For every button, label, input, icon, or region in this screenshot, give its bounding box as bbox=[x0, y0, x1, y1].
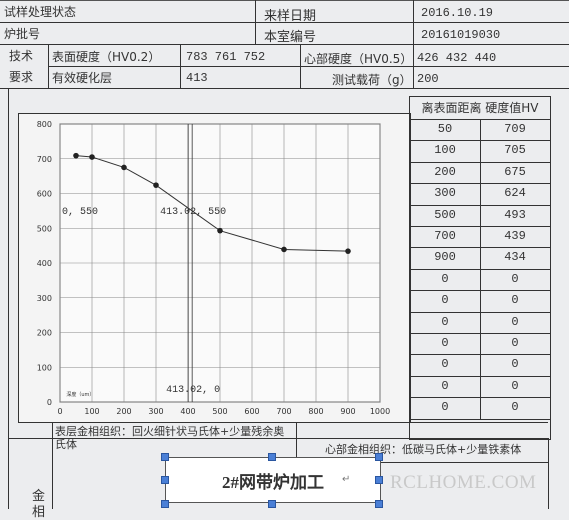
table-cell-distance: 0 bbox=[441, 293, 449, 308]
table-cell-distance: 200 bbox=[434, 164, 456, 179]
resize-handle-sw[interactable] bbox=[161, 500, 169, 508]
x-tick-label: 700 bbox=[276, 407, 291, 416]
hardness-chart: 0 100 200 300 400 500 600 700 800 900 1000 0 100 200 3… bbox=[37, 120, 390, 416]
table-cell-hardness: 439 bbox=[504, 229, 526, 243]
y-tick-label: 600 bbox=[37, 190, 52, 199]
table-cell-distance: 50 bbox=[437, 122, 453, 136]
return-mark-icon: ↵ bbox=[342, 474, 351, 485]
annotation-label: 413.02, 0 bbox=[166, 385, 220, 396]
label-sample-state: 试样处理状态 bbox=[4, 5, 77, 19]
x-tick-label: 800 bbox=[308, 407, 323, 416]
x-tick-label: 300 bbox=[148, 407, 163, 416]
value-lab-number: 20161019030 bbox=[421, 28, 501, 42]
y-tick-label: 0 bbox=[47, 398, 52, 407]
chart-frame: 0 100 200 300 400 500 600 700 800 900 1000 0 100 200 3… bbox=[18, 113, 411, 423]
data-point bbox=[345, 248, 351, 254]
table-cell-distance: 0 bbox=[441, 271, 449, 286]
resize-handle-n[interactable] bbox=[268, 453, 276, 461]
surface-structure-text: 表层金相组织：回火细针状马氏体+少量残余奥氏体 bbox=[55, 425, 285, 451]
y-tick-label: 200 bbox=[37, 329, 52, 338]
label-furnace-batch: 炉批号 bbox=[4, 27, 41, 41]
resize-handle-s[interactable] bbox=[268, 500, 276, 508]
y-tick-label: 500 bbox=[37, 224, 52, 233]
table-cell-distance: 0 bbox=[441, 378, 449, 393]
side-label: 金 bbox=[32, 489, 46, 504]
y-tick-label: 700 bbox=[37, 155, 52, 164]
data-point bbox=[89, 154, 95, 160]
y-tick-label: 800 bbox=[37, 120, 52, 129]
x-tick-label: 900 bbox=[340, 407, 355, 416]
core-structure-text: 心部金相组织：低碳马氏体+少量铁素体 bbox=[325, 443, 522, 456]
data-point bbox=[217, 227, 223, 234]
table-cell-distance: 0 bbox=[441, 336, 449, 350]
x-axis-label: 深度（um） bbox=[66, 391, 94, 398]
x-tick-label: 100 bbox=[84, 407, 99, 416]
label-surface-hardness: 表面硬度（HV0.2） bbox=[52, 50, 161, 64]
hardness-table: 离表面距离 硬度值HV 50 709 100 705 200 675 300 624 500 49… bbox=[409, 96, 551, 440]
y-tick-label: 100 bbox=[37, 363, 52, 372]
data-point bbox=[281, 246, 287, 253]
table-cell-hardness: 493 bbox=[504, 207, 526, 222]
label-arrival-date: 来样日期 bbox=[264, 9, 317, 24]
table-cell-hardness: 434 bbox=[504, 250, 526, 265]
x-tick-label: 200 bbox=[116, 407, 131, 416]
resize-handle-ne[interactable] bbox=[375, 453, 383, 461]
value-arrival-date: 2016.10.19 bbox=[421, 6, 494, 20]
y-tick-label: 300 bbox=[37, 294, 52, 303]
table-cell-distance: 900 bbox=[434, 250, 456, 265]
table-cell-hardness: 0 bbox=[511, 336, 519, 350]
hardness-table-title: 离表面距离 硬度值HV bbox=[421, 101, 539, 115]
table-cell-distance: 0 bbox=[441, 357, 449, 372]
table-cell-distance: 100 bbox=[434, 143, 456, 158]
label-effective-layer: 有效硬化层 bbox=[52, 71, 113, 85]
table-cell-hardness: 709 bbox=[504, 122, 526, 136]
table-cell-distance: 500 bbox=[434, 207, 456, 222]
table-cell-hardness: 0 bbox=[511, 400, 519, 415]
value-test-load: 200 bbox=[417, 72, 439, 86]
x-tick-label: 0 bbox=[57, 407, 62, 416]
label-tech-2: 要求 bbox=[9, 70, 34, 84]
table-cell-hardness: 0 bbox=[511, 357, 519, 372]
label-tech-1: 技术 bbox=[9, 49, 34, 63]
table-cell-hardness: 0 bbox=[511, 271, 519, 286]
table-cell-distance: 700 bbox=[434, 229, 456, 243]
value-core-hardness: 426 432 440 bbox=[417, 51, 497, 65]
table-cell-hardness: 624 bbox=[504, 186, 526, 201]
value-effective-layer: 413 bbox=[186, 71, 208, 85]
x-tick-label: 400 bbox=[180, 407, 195, 416]
resize-handle-se[interactable] bbox=[375, 500, 383, 508]
table-cell-hardness: 0 bbox=[511, 293, 519, 308]
table-cell-hardness: 675 bbox=[504, 164, 526, 179]
data-point bbox=[121, 164, 127, 171]
resize-handle-e[interactable] bbox=[375, 476, 383, 484]
label-lab-number: 本室编号 bbox=[264, 30, 317, 45]
table-cell-hardness: 0 bbox=[511, 378, 519, 393]
table-cell-distance: 0 bbox=[441, 314, 449, 329]
x-tick-label: 1000 bbox=[370, 407, 390, 416]
resize-handle-nw[interactable] bbox=[161, 453, 169, 461]
caption-textbox[interactable]: 2#网带炉加工 ↵ bbox=[165, 457, 381, 503]
watermark: RCLHOME.COM bbox=[390, 472, 537, 493]
side-label-2: 相 bbox=[32, 505, 46, 520]
table-cell-distance: 0 bbox=[441, 400, 449, 415]
x-tick-label: 600 bbox=[244, 407, 259, 416]
y-tick-label: 400 bbox=[37, 259, 52, 268]
label-test-load: 测试载荷（g） bbox=[332, 73, 412, 87]
annotation-label: 0, 550 bbox=[62, 207, 98, 218]
table-cell-hardness: 705 bbox=[504, 143, 526, 158]
table-cell-hardness: 0 bbox=[511, 314, 519, 329]
x-tick-label: 500 bbox=[212, 407, 227, 416]
value-surface-hardness: 783 761 752 bbox=[186, 50, 266, 64]
data-point bbox=[153, 182, 159, 188]
data-point bbox=[73, 152, 79, 159]
label-core-hardness: 心部硬度（HV0.5） bbox=[304, 52, 413, 66]
table-cell-distance: 300 bbox=[434, 186, 456, 201]
annotation-label: 413.02, 550 bbox=[160, 207, 226, 218]
resize-handle-w[interactable] bbox=[161, 476, 169, 484]
caption-text: 2#网带炉加工 bbox=[222, 473, 324, 492]
